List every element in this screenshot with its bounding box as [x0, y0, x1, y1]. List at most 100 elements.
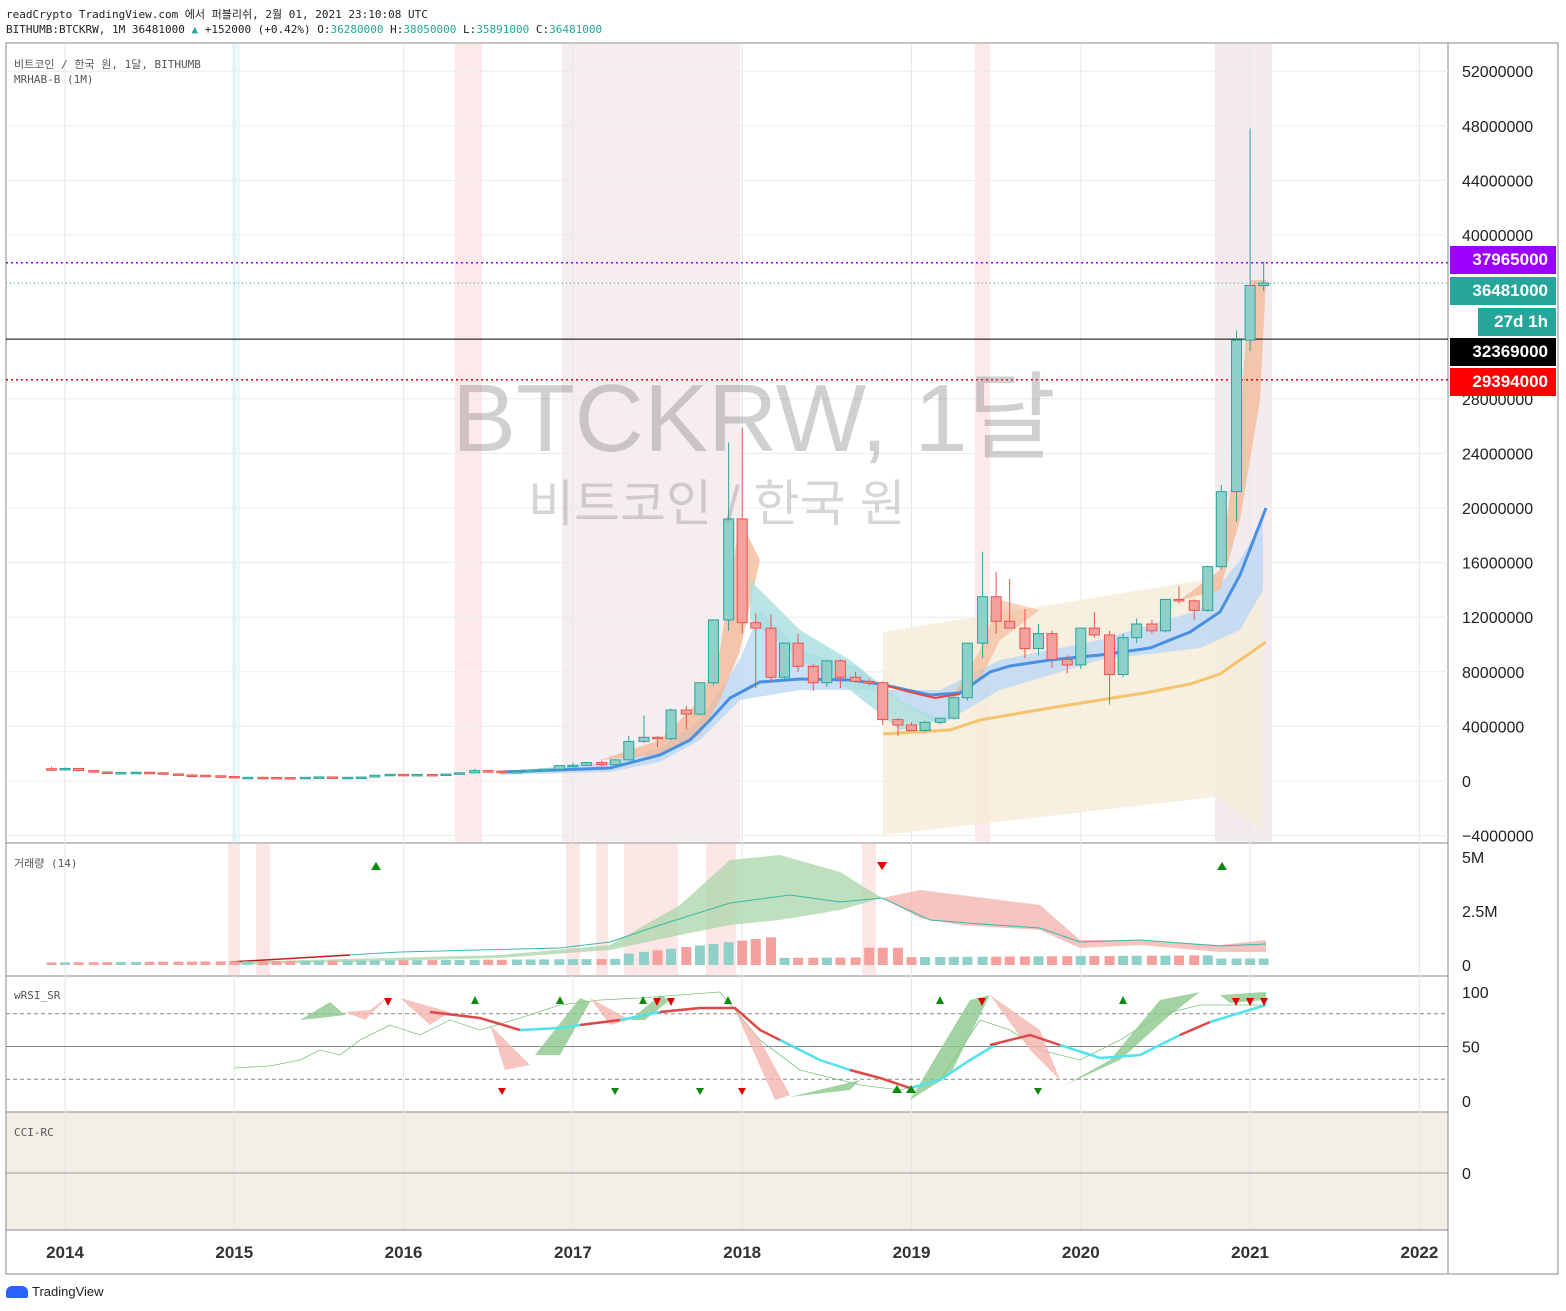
cci-pane-label[interactable]: CCI-RC — [14, 1126, 54, 1139]
candle-body — [440, 773, 452, 777]
volume-bar — [215, 961, 226, 965]
volume-band-red — [882, 890, 1266, 952]
candle-body — [115, 772, 127, 775]
ma-line-red — [879, 683, 961, 700]
volume-bar — [694, 945, 705, 965]
volume-bar — [681, 947, 692, 965]
candle-body — [1258, 282, 1270, 287]
candle-body — [426, 773, 438, 777]
high-value: 38050000 — [403, 23, 457, 36]
triangle-down-icon — [1260, 998, 1268, 1006]
candle-body — [1117, 637, 1129, 676]
triangle-up-icon — [371, 862, 381, 870]
rsi-main-line — [659, 1006, 801, 1052]
candle-body — [961, 642, 973, 699]
price-change: +152000 (+0.42%) — [204, 23, 311, 36]
volume-bar — [1173, 955, 1184, 965]
candle-body — [821, 660, 833, 684]
rsi-main-line — [779, 1038, 851, 1072]
volume-bar — [1189, 955, 1200, 965]
volume-bar — [808, 957, 819, 965]
candle-body — [284, 777, 296, 780]
countdown-tag: 27d 1h — [1478, 308, 1556, 336]
x-tick-label: 2015 — [215, 1243, 253, 1262]
candle-body — [157, 772, 169, 775]
candle-body — [326, 776, 338, 779]
volume-bar — [102, 962, 113, 965]
volume-bar — [581, 959, 592, 965]
volume-bar — [186, 961, 197, 965]
candle-body — [369, 774, 381, 778]
tradingview-logo[interactable]: TradingView — [6, 1284, 104, 1299]
triangle-down-icon — [1232, 998, 1240, 1006]
watermark-title: BTCKRW, 1달 — [452, 365, 1056, 472]
volume-bar — [1258, 958, 1269, 965]
arrow-up-icon — [639, 996, 647, 1004]
indicator-mrhab-label[interactable]: MRHAB-B (1M) — [14, 73, 94, 86]
publish-info: readCrypto TradingView.com 에서 퍼블리쉬, 2월 0… — [6, 8, 428, 21]
candle-body — [779, 642, 791, 678]
candle-body — [623, 740, 635, 761]
candle-body — [384, 773, 396, 777]
candle-body — [144, 771, 156, 775]
close-label: C: — [535, 23, 550, 36]
zone-band — [232, 44, 240, 842]
candle-body — [863, 680, 875, 684]
ma-band-orange — [600, 520, 760, 760]
triangle-up-icon — [892, 1085, 902, 1093]
wrsi-pane-label[interactable]: wRSI_SR — [14, 989, 61, 1002]
volume-bar — [652, 950, 663, 965]
volume-bar — [1062, 956, 1073, 965]
cci-tick-label: 0 — [1462, 1166, 1471, 1183]
candle-body — [1146, 623, 1158, 632]
arrow-down-icon — [696, 1088, 704, 1095]
volume-bar — [835, 957, 846, 965]
arrow-down-icon — [738, 1088, 746, 1095]
open-value: 36280000 — [330, 23, 384, 36]
candle-body — [906, 724, 917, 731]
y-tick-label: 40000000 — [1462, 228, 1533, 245]
volume-bar — [356, 960, 367, 965]
volume-bar — [427, 960, 438, 965]
x-tick-label: 2021 — [1231, 1243, 1269, 1262]
volume-pane-label[interactable]: 거래량 (14) — [14, 857, 78, 870]
rsi-fill-red — [345, 995, 390, 1020]
candle-body — [172, 773, 184, 776]
rsi-main-line — [519, 1023, 581, 1032]
volume-bar — [1202, 955, 1213, 965]
rsi-tick-label: 100 — [1462, 985, 1489, 1002]
candle-body — [1159, 598, 1171, 632]
volume-bar — [1118, 955, 1129, 965]
volume-bar — [750, 939, 761, 965]
candle-body — [1019, 627, 1031, 650]
y-tick-label: 28000000 — [1462, 392, 1533, 409]
volume-bar — [906, 957, 917, 965]
volume-bar — [1075, 956, 1086, 965]
price-tag-high-line: 37965000 — [1450, 246, 1556, 274]
candle-body — [638, 736, 650, 742]
volume-bar — [131, 961, 142, 965]
low-label: L: — [463, 23, 477, 36]
candle-body — [680, 709, 692, 715]
candle-body — [1088, 627, 1100, 636]
candle-body — [990, 596, 1002, 622]
arrow-down-icon — [611, 1088, 619, 1095]
triangle-up-icon — [1217, 862, 1227, 870]
y-tick-label: −4000000 — [1462, 829, 1534, 846]
candle-body — [1215, 491, 1227, 568]
zone-band — [256, 844, 270, 975]
volume-bar — [1104, 955, 1115, 965]
arrow-up-icon — [556, 996, 564, 1004]
candle-body — [1075, 627, 1087, 666]
candle-body — [567, 764, 579, 768]
candle-body — [59, 767, 71, 771]
volume-bar — [525, 959, 536, 965]
rsi-main-line — [909, 1040, 1001, 1090]
volume-bar — [73, 962, 84, 965]
triangle-down-icon — [877, 862, 887, 870]
volume-bar — [1216, 958, 1227, 965]
candle-body — [88, 770, 100, 773]
volume-bar — [554, 959, 565, 965]
candle-body — [665, 709, 677, 740]
